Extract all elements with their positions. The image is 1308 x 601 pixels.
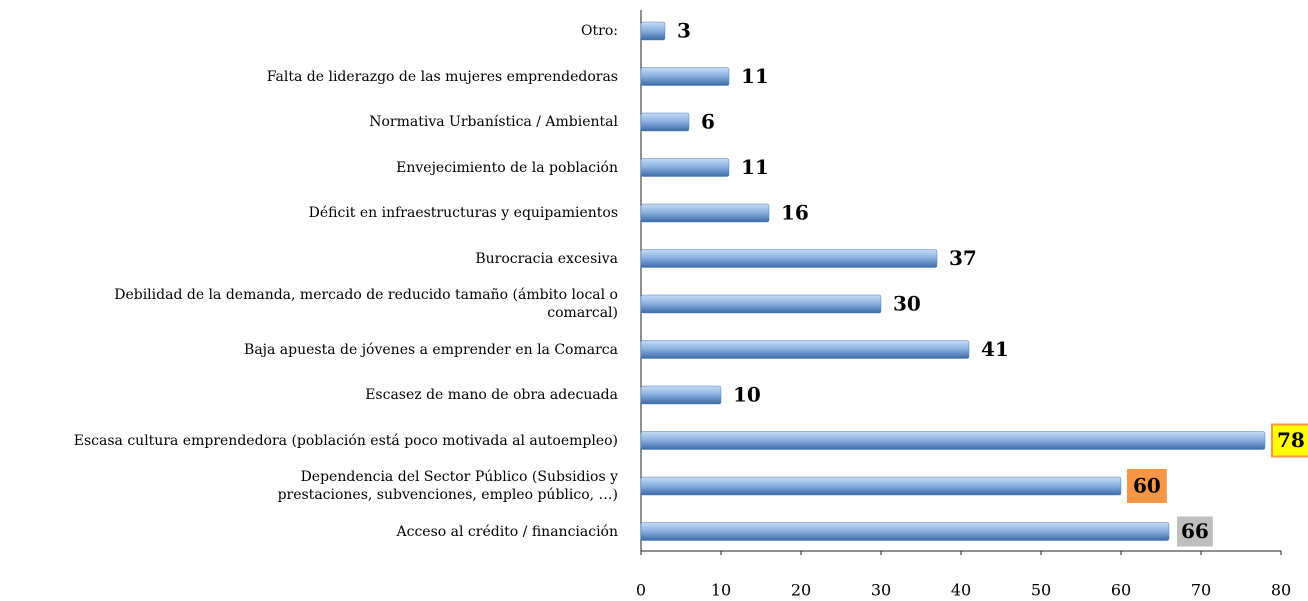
- category-label: Baja apuesta de jóvenes a emprender en l…: [244, 341, 618, 358]
- x-tick-label: 50: [1031, 581, 1051, 600]
- value-label: 11: [741, 155, 769, 179]
- value-label-box: [1271, 423, 1308, 458]
- value-label: 37: [949, 246, 977, 270]
- category-label: Escasez de mano de obra adecuada: [365, 387, 618, 403]
- x-tick-label: 30: [871, 581, 891, 600]
- value-label: 3: [677, 19, 691, 43]
- bar: [640, 21, 666, 41]
- value-label: 78: [1277, 428, 1305, 452]
- bar: [640, 385, 722, 405]
- bar: [640, 340, 970, 359]
- x-tick-label: 60: [1111, 581, 1131, 600]
- x-tick-label: 40: [951, 581, 971, 600]
- bar: [640, 203, 770, 223]
- bar: [640, 522, 1170, 541]
- category-label: Falta de liderazgo de las mujeres empren…: [266, 68, 618, 85]
- category-label: Acceso al crédito / financiación: [396, 523, 619, 540]
- bar: [640, 112, 690, 132]
- value-label: 11: [741, 64, 769, 88]
- bar: [640, 294, 882, 314]
- category-label: Debilidad de la demanda, mercado de redu…: [114, 287, 618, 321]
- value-label: 30: [893, 292, 921, 316]
- value-label: 41: [981, 337, 1009, 361]
- category-label: Déficit en infraestructuras y equipamien…: [308, 205, 618, 221]
- value-label: 6: [701, 110, 715, 134]
- x-tick-label: 20: [791, 581, 811, 600]
- x-tick-label: 10: [711, 581, 731, 600]
- bar: [640, 431, 1266, 450]
- x-tick-label: 70: [1191, 581, 1211, 600]
- x-tick-label: 80: [1271, 581, 1291, 600]
- value-label: 10: [733, 383, 761, 407]
- x-tick-label: 0: [636, 581, 646, 600]
- value-label-box: [1175, 514, 1215, 549]
- category-label: Otro:: [581, 23, 618, 39]
- bar: [640, 158, 730, 177]
- category-label: Burocracia excesiva: [475, 250, 618, 267]
- bar: [640, 67, 730, 86]
- category-label: Escasa cultura emprendedora (población e…: [73, 432, 618, 449]
- bar: [640, 249, 938, 268]
- value-label-box: [1127, 469, 1167, 503]
- value-label: 60: [1133, 474, 1161, 498]
- bar: [640, 476, 1122, 496]
- category-label: Normativa Urbanística / Ambiental: [369, 114, 618, 130]
- category-label: Envejecimiento de la población: [396, 159, 618, 176]
- value-label: 66: [1181, 519, 1209, 543]
- value-label: 16: [781, 201, 809, 225]
- category-label: Dependencia del Sector Público (Subsidio…: [277, 469, 618, 503]
